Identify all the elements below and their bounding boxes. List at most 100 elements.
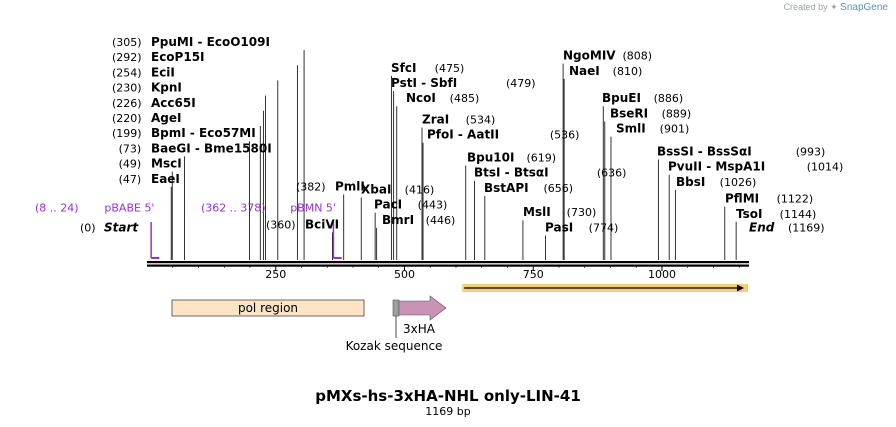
enzyme-position: (446) xyxy=(426,214,456,227)
enzyme-position: (1144) xyxy=(780,208,817,221)
enzyme-position: (479) xyxy=(506,77,536,90)
enzyme-position: (443) xyxy=(418,199,448,212)
enzyme-label: PstI - SbfI (479) xyxy=(391,76,536,90)
enzyme-position: (619) xyxy=(527,152,557,165)
enzyme-label: (254) EciI xyxy=(112,65,175,79)
enzyme-position: (226) xyxy=(112,97,142,110)
enzyme-label: (305) PpuMI - EcoO109I xyxy=(112,35,270,49)
enzyme-labels: (305) PpuMI - EcoO109I (292) EcoP15I (254) Ec… xyxy=(35,35,843,234)
ha-tag-arrow xyxy=(398,295,447,321)
orf-arrowhead xyxy=(737,284,744,292)
ruler: 250 500 750 1000 xyxy=(172,266,740,281)
credit-prefix: Created by xyxy=(783,2,828,12)
enzyme-name: KpnI xyxy=(151,81,182,95)
enzyme-name: ZraI xyxy=(422,113,449,127)
primer-name: pBABE 5' xyxy=(104,202,154,215)
primer-range: (8 .. 24) xyxy=(35,202,79,215)
map-title: pMXs-hs-3xHA-NHL only-LIN-41 xyxy=(315,387,581,405)
enzyme-name: PmlI xyxy=(335,179,365,193)
enzyme-label: BbsI (1026) xyxy=(676,175,756,189)
marker-position: (1169) xyxy=(788,221,825,234)
ruler-label: 1000 xyxy=(648,268,676,281)
snapgene-logo-icon: ✦ xyxy=(830,2,838,12)
enzyme-label: TsoI (1144) xyxy=(736,207,816,221)
enzyme-label: BstAPI (656) xyxy=(484,181,573,195)
enzyme-position: (47) xyxy=(119,173,142,186)
enzyme-position: (360) xyxy=(266,218,296,231)
enzyme-name: BseRI xyxy=(610,106,648,120)
enzyme-label: (73) BaeGI - Bme1580I xyxy=(119,141,272,155)
enzyme-name: BpmI - Eco57MI xyxy=(151,126,256,140)
pol-region-label: pol region xyxy=(238,301,298,315)
enzyme-label: XbaI (416) xyxy=(361,182,434,196)
dna-strand-bottom xyxy=(147,264,749,267)
enzyme-label: (47) EaeI xyxy=(119,172,180,186)
enzyme-position: (292) xyxy=(112,51,142,64)
enzyme-name: AgeI xyxy=(151,111,181,125)
credit-brand: SnapGene xyxy=(840,2,888,13)
kozak-box xyxy=(392,299,400,317)
primer-label: (8 .. 24) pBABE 5' xyxy=(35,202,154,215)
enzyme-position: (382) xyxy=(296,180,326,193)
marker-position: (0) xyxy=(80,221,96,234)
enzyme-label: MslI (730) xyxy=(523,205,596,219)
enzyme-name: Acc65I xyxy=(151,96,196,110)
enzyme-position: (656) xyxy=(544,182,574,195)
dna-backbone xyxy=(147,261,749,267)
enzyme-position: (49) xyxy=(119,158,142,171)
enzyme-label: BpuEI (886) xyxy=(602,91,683,105)
enzyme-name: BbsI xyxy=(676,175,705,189)
primer-name: pBMN 5' xyxy=(290,202,336,215)
enzyme-label: BssSI - BssSαI (993) xyxy=(657,144,825,158)
enzyme-label: PflMI (1122) xyxy=(725,192,813,206)
enzyme-label: PasI (774) xyxy=(545,220,618,234)
enzyme-name: SmlI xyxy=(616,122,646,136)
enzyme-position: (536) xyxy=(550,129,580,142)
enzyme-name: SfcI xyxy=(391,61,416,75)
enzyme-label: (230) KpnI xyxy=(112,81,182,95)
enzyme-position: (1026) xyxy=(720,176,757,189)
ha-tag-label: 3xHA xyxy=(403,322,436,336)
enzyme-name: Bpu10I xyxy=(467,151,514,165)
enzyme-label: PvuII - MspA1I (1014) xyxy=(668,160,843,174)
enzyme-label: (199) BpmI - Eco57MI xyxy=(112,126,256,140)
enzyme-label: (292) EcoP15I xyxy=(112,50,205,64)
features: pol region Kozak sequence 3xHA xyxy=(171,284,748,353)
enzyme-position: (416) xyxy=(405,183,435,196)
enzyme-name: PvuII - MspA1I xyxy=(668,160,765,174)
enzyme-name: EaeI xyxy=(151,172,180,186)
enzyme-position: (636) xyxy=(597,167,627,180)
enzyme-position: (886) xyxy=(654,92,684,105)
primer-range: (362 .. 378) xyxy=(201,202,266,215)
marker-label: (0) Start xyxy=(80,220,139,234)
enzyme-position: (305) xyxy=(112,36,142,49)
enzyme-position: (889) xyxy=(662,107,692,120)
enzyme-label: Bpu10I (619) xyxy=(467,151,556,165)
enzyme-label: (360) BciVI xyxy=(266,217,339,231)
enzyme-name: BssSI - BssSαI xyxy=(657,144,752,158)
ruler-label: 250 xyxy=(265,268,286,281)
enzyme-name: NaeI xyxy=(569,64,600,78)
enzyme-name: BstAPI xyxy=(484,181,529,195)
enzyme-name: EciI xyxy=(151,65,175,79)
enzyme-label: (49) MscI xyxy=(119,157,182,171)
enzyme-name: XbaI xyxy=(361,182,391,196)
enzyme-name: MslI xyxy=(523,205,551,219)
enzyme-name: PasI xyxy=(545,220,573,234)
ruler-label: 500 xyxy=(394,268,415,281)
enzyme-position: (901) xyxy=(660,123,690,136)
enzyme-name: NgoMIV xyxy=(563,49,616,63)
enzyme-position: (534) xyxy=(466,114,496,127)
credit: Created by ✦ SnapGene xyxy=(784,2,888,13)
enzyme-label: (226) Acc65I xyxy=(112,96,196,110)
enzyme-name: PacI xyxy=(374,198,402,212)
enzyme-name: TsoI xyxy=(736,207,762,221)
enzyme-name: BtsI - BtsαI xyxy=(474,166,549,180)
enzyme-position: (254) xyxy=(112,66,142,79)
enzyme-name: PflMI xyxy=(725,192,759,206)
enzyme-label: BtsI - BtsαI (636) xyxy=(474,166,626,180)
dna-strand-top xyxy=(147,261,749,264)
enzyme-position: (230) xyxy=(112,82,142,95)
enzyme-position: (475) xyxy=(435,62,465,75)
